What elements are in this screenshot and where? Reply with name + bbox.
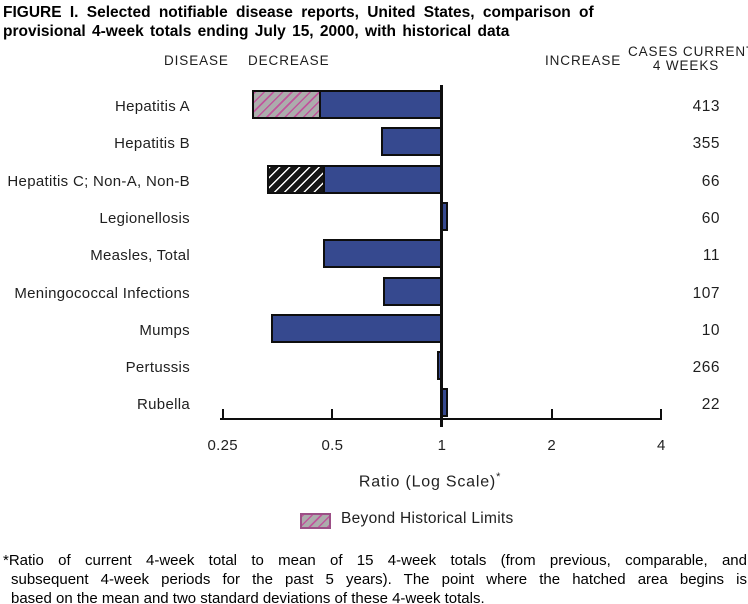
ratio-bar xyxy=(383,276,443,306)
ratio-1-reference-line xyxy=(440,85,443,427)
column-header-disease: DISEASE xyxy=(164,53,229,68)
cases-value: 11 xyxy=(702,247,720,265)
cases-value: 66 xyxy=(701,172,720,190)
column-header-decrease: DECREASE xyxy=(248,53,330,68)
disease-label: Hepatitis C; Non-A, Non-B xyxy=(7,172,190,190)
x-axis-tick xyxy=(221,409,224,418)
cases-value: 355 xyxy=(692,135,720,153)
x-axis-footnote-marker: * xyxy=(496,471,502,483)
figure-title-line-2: provisional 4-week totals ending July 15… xyxy=(3,23,510,40)
cases-value: 266 xyxy=(692,359,720,377)
column-header-increase: INCREASE xyxy=(545,53,622,68)
footnote-line-2: subsequent 4-week periods for the past 5… xyxy=(11,571,747,588)
cases-value: 22 xyxy=(701,396,720,414)
ratio-bar xyxy=(319,90,443,119)
column-header-cases-line-1: CASES CURRENT xyxy=(628,44,748,59)
cases-value: 60 xyxy=(701,209,720,227)
disease-label: Legionellosis xyxy=(99,209,190,227)
x-axis-tick xyxy=(660,409,663,418)
disease-label: Meningococcal Infections xyxy=(14,284,190,302)
beyond-limits-hatch-bar xyxy=(266,164,325,194)
figure-title-line-1: FIGURE I. Selected notifiable disease re… xyxy=(3,4,594,21)
footnote-line-3: based on the mean and two standard devia… xyxy=(11,590,485,604)
x-axis-tick-label: 2 xyxy=(547,437,556,454)
disease-label: Measles, Total xyxy=(90,247,190,265)
x-axis-tick-label: 1 xyxy=(437,437,447,454)
cases-value: 107 xyxy=(692,284,720,302)
x-axis-tick-label: 4 xyxy=(656,437,666,454)
disease-label: Rubella xyxy=(137,396,190,414)
cases-value: 10 xyxy=(701,321,720,339)
ratio-bar xyxy=(322,239,443,269)
column-header-cases-line-2: 4 WEEKS xyxy=(652,58,720,73)
disease-label: Hepatitis A xyxy=(114,98,190,115)
ratio-bar xyxy=(322,164,443,194)
legend-beyond-historical-limits-swatch xyxy=(300,513,331,529)
legend-beyond-historical-limits-label: Beyond Historical Limits xyxy=(341,510,514,527)
footnote-line-1: *Ratio of current 4-week total to mean o… xyxy=(3,552,747,569)
ratio-bar xyxy=(380,127,443,157)
x-axis-tick xyxy=(441,409,443,418)
x-axis-tick xyxy=(550,409,553,418)
disease-label: Pertussis xyxy=(125,359,190,377)
disease-label: Hepatitis B xyxy=(114,135,190,153)
ratio-bar xyxy=(271,313,443,343)
x-axis-tick-label: 0.5 xyxy=(321,437,344,454)
x-axis-title: Ratio (Log Scale)* xyxy=(280,471,580,491)
cases-value: 413 xyxy=(692,98,720,115)
disease-label: Mumps xyxy=(139,321,190,339)
x-axis-tick xyxy=(331,409,334,418)
x-axis-tick-label: 0.25 xyxy=(207,437,238,454)
beyond-limits-hatch-bar xyxy=(251,90,322,119)
x-axis-title-text: Ratio (Log Scale) xyxy=(358,473,497,491)
